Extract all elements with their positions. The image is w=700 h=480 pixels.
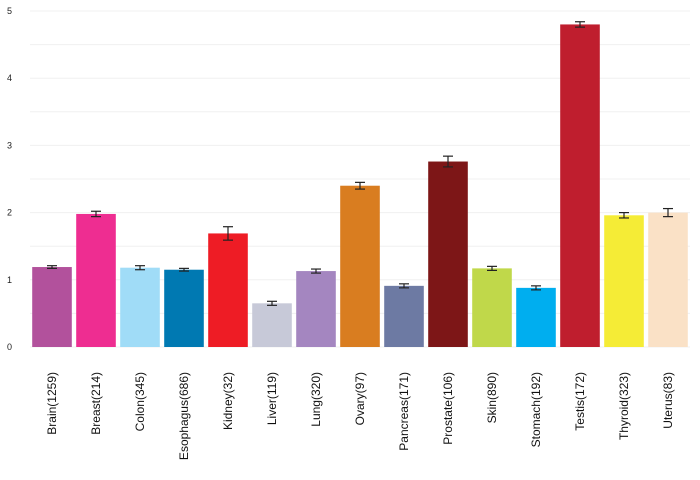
error-bar	[663, 207, 673, 218]
error-bar	[619, 212, 629, 219]
x-tick-label: Colon(345)	[133, 372, 147, 431]
error-bar	[487, 265, 497, 271]
bar	[604, 215, 644, 347]
y-tick-label: 3	[7, 140, 12, 150]
bar	[340, 185, 380, 347]
y-tick-label: 1	[7, 275, 12, 285]
error-bar	[443, 155, 453, 168]
bar	[252, 303, 292, 347]
error-bar	[179, 267, 189, 272]
x-tick-label: Uterus(83)	[661, 372, 675, 429]
error-bars	[47, 21, 673, 306]
bars	[32, 24, 688, 347]
bar	[120, 267, 160, 347]
y-tick-label: 0	[7, 342, 12, 352]
bar	[472, 268, 512, 347]
x-tick-label: Liver(119)	[265, 372, 279, 425]
y-tick-label: 4	[7, 73, 12, 83]
x-tick-label: Brain(1259)	[45, 372, 59, 435]
bar	[164, 269, 204, 347]
error-bar	[355, 181, 365, 190]
x-tick-label: Breast(214)	[89, 372, 103, 435]
error-bar	[91, 210, 101, 218]
y-tick-label: 5	[7, 6, 12, 16]
bar	[384, 285, 424, 347]
x-tick-label: Lung(320)	[309, 372, 323, 427]
x-tick-label: Testis(172)	[573, 372, 587, 431]
x-tick-label: Ovary(97)	[353, 372, 367, 425]
bar	[32, 267, 72, 347]
error-bar	[135, 265, 145, 271]
x-tick-label: Prostate(106)	[441, 372, 455, 445]
y-axis: 0 1 2 3 4 5	[7, 6, 12, 352]
error-bar	[267, 300, 277, 306]
x-tick-label: Kidney(32)	[221, 372, 235, 430]
bar	[76, 213, 116, 347]
x-axis-labels: Brain(1259) Breast(214) Colon(345) Esophagu…	[45, 372, 675, 460]
x-tick-label: Skin(890)	[485, 372, 499, 423]
x-tick-label: Thyroid(323)	[617, 372, 631, 440]
bar	[516, 287, 556, 347]
y-tick-label: 2	[7, 208, 12, 218]
bar	[208, 233, 248, 347]
error-bar	[223, 226, 233, 241]
bar	[648, 212, 688, 347]
x-tick-label: Stomach(192)	[529, 372, 543, 447]
error-bar	[399, 283, 409, 289]
x-tick-label: Pancreas(171)	[397, 372, 411, 451]
bar	[296, 271, 336, 347]
error-bar	[575, 21, 585, 28]
error-bar	[311, 268, 321, 274]
error-bar	[531, 285, 541, 291]
bar	[428, 161, 468, 347]
bar	[560, 24, 600, 347]
x-tick-label: Esophagus(686)	[177, 372, 191, 460]
error-bar	[47, 265, 57, 269]
